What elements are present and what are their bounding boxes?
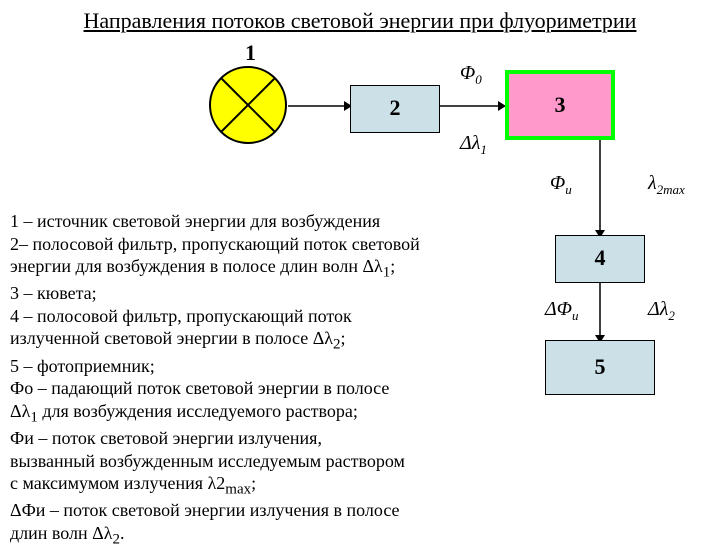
arrow-4-5 (593, 283, 607, 343)
arrow-3-4 (593, 140, 607, 238)
filter-2: 2 (350, 85, 440, 133)
arrow-3-out (615, 165, 629, 223)
arrow-1-2 (288, 99, 352, 113)
label-4: 4 (556, 236, 644, 280)
detector-5: 5 (545, 340, 655, 395)
page-title: Направления потоков световой энергии при… (0, 8, 720, 34)
label-3: 3 (509, 74, 611, 136)
filter-4: 4 (555, 235, 645, 283)
lamp-icon (200, 57, 296, 153)
label-dlambda1: Δλ1 (460, 132, 487, 158)
label-lambda2max: λ2max (648, 172, 685, 198)
cuvette-3: 3 (505, 70, 615, 140)
label-dlambda2: Δλ2 (648, 298, 675, 324)
label-5: 5 (546, 341, 654, 392)
label-phi0: Φ0 (460, 62, 482, 88)
arrow-2-3 (440, 99, 506, 113)
label-phiu: Φи (550, 172, 572, 198)
legend-text: 1 – источник световой энергии для возбуж… (10, 210, 470, 549)
label-2: 2 (351, 86, 439, 130)
label-dphiu: ΔΦи (545, 298, 578, 324)
label-1: 1 (245, 40, 256, 66)
